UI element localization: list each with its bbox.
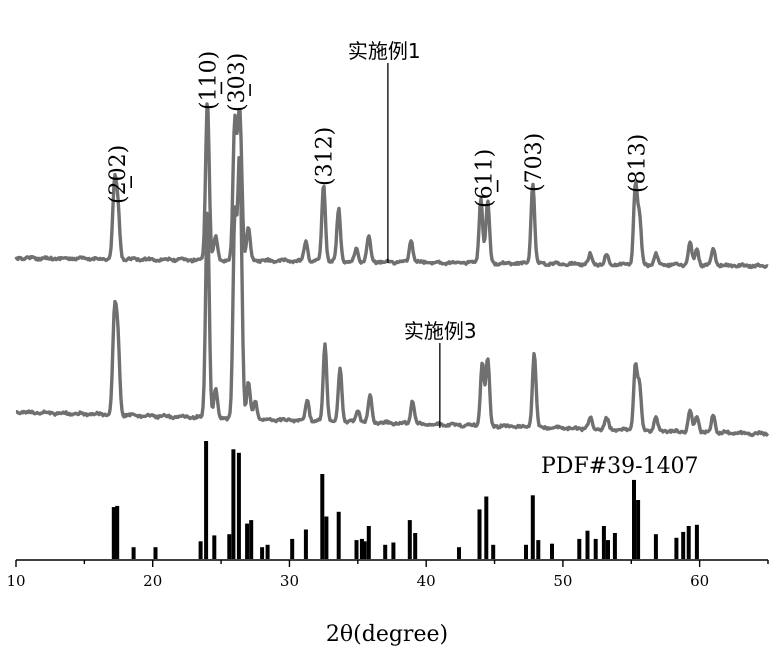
reference-bar-21 — [363, 541, 367, 559]
reference-bar-33 — [536, 540, 540, 559]
reference-bar-37 — [594, 539, 598, 559]
peak-label-5: (703) — [522, 133, 547, 192]
reference-bar-15 — [304, 530, 308, 560]
reference-label: PDF#39-1407 — [541, 454, 699, 479]
peak-label-4: (611) — [473, 149, 498, 208]
peak-label-2: (303) — [225, 53, 250, 112]
x-axis-label: 2θ(degree) — [326, 622, 448, 647]
reference-bar-24 — [391, 543, 395, 560]
reference-bar-36 — [586, 531, 590, 559]
reference-bar-6 — [212, 535, 216, 559]
reference-bar-22 — [367, 526, 371, 559]
x-tick-label-40: 40 — [417, 572, 436, 590]
series-1-label: 实施例1 — [348, 39, 421, 63]
x-tick-label-10: 10 — [6, 572, 25, 590]
reference-bar-31 — [524, 545, 528, 559]
reference-bar-25 — [408, 520, 412, 559]
x-tick-label-50: 50 — [553, 572, 572, 590]
reference-bar-10 — [245, 524, 249, 559]
reference-bar-38 — [602, 526, 606, 559]
peak-annotations-group: (202) (110)(303) (312) (611) (703) (813) — [106, 51, 651, 208]
reference-bar-7 — [227, 534, 231, 559]
peak-label-1: (110) — [196, 51, 221, 110]
reference-bar-34 — [550, 544, 554, 559]
peak-label-0: (202) — [106, 145, 131, 204]
peak-label-3: (312) — [313, 127, 338, 186]
x-tick-label-60: 60 — [690, 572, 709, 590]
series-3-label: 实施例3 — [404, 319, 477, 343]
reference-bar-28 — [478, 509, 482, 559]
x-tick-label-30: 30 — [280, 572, 299, 590]
reference-bar-44 — [674, 538, 678, 559]
reference-bar-17 — [324, 517, 328, 560]
reference-bar-35 — [577, 539, 581, 559]
reference-bar-42 — [636, 500, 640, 559]
reference-bar-16 — [320, 474, 324, 559]
reference-bar-9 — [237, 453, 241, 559]
reference-bar-14 — [290, 539, 294, 559]
peak-label-6: (813) — [626, 134, 651, 193]
x-tick-label-20: 20 — [143, 572, 162, 590]
reference-bar-43 — [654, 534, 658, 559]
reference-bar-26 — [413, 533, 417, 559]
reference-bar-2 — [132, 547, 136, 559]
reference-bar-18 — [337, 512, 341, 559]
reference-bar-11 — [249, 520, 253, 559]
reference-bar-41 — [632, 480, 636, 559]
reference-bar-19 — [355, 540, 359, 559]
reference-bar-39 — [606, 540, 610, 559]
reference-bar-5 — [204, 441, 208, 559]
reference-bar-27 — [457, 547, 461, 559]
reference-bar-45 — [681, 532, 685, 559]
reference-bar-30 — [491, 545, 495, 559]
reference-bar-46 — [687, 526, 691, 559]
reference-bar-32 — [531, 495, 535, 559]
reference-bar-23 — [383, 545, 387, 559]
reference-bar-13 — [266, 545, 270, 559]
reference-bar-8 — [231, 449, 235, 559]
reference-bar-12 — [260, 547, 264, 559]
reference-bar-3 — [154, 547, 158, 559]
series-label-1: 实施例1 — [348, 39, 421, 263]
reference-bar-1 — [115, 506, 119, 559]
reference-bar-47 — [695, 525, 699, 559]
x-axis-ticks: 10 20 30 40 50 60 — [6, 560, 768, 590]
reference-bar-40 — [613, 533, 617, 559]
reference-bar-29 — [484, 497, 488, 560]
reference-bar-4 — [199, 541, 203, 559]
